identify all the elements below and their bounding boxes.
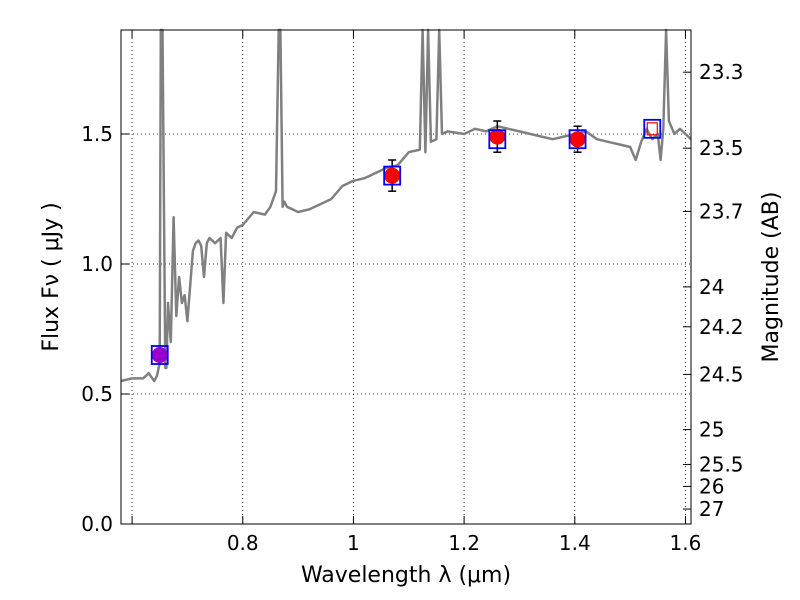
y-tick-label: 1.0	[81, 252, 113, 276]
observed-flux-point	[151, 347, 168, 363]
mag-tick-label: 24.2	[699, 315, 744, 339]
x-axis-label: Wavelength λ (μm)	[301, 563, 511, 588]
x-tick-label: 1.6	[670, 531, 702, 555]
model-spectrum-line	[120, 28, 692, 383]
model-photometry-square	[643, 118, 662, 139]
x-tick-label: 1.2	[448, 531, 480, 555]
observed-flux-point	[569, 131, 586, 148]
x-tick-label: 1	[347, 531, 360, 555]
mag-tick-label: 25	[699, 418, 724, 442]
plot-frame	[120, 29, 692, 525]
model-photometry-square	[383, 165, 402, 186]
mag-tick-label: 23.5	[699, 136, 744, 160]
y-tick-label: 0.0	[81, 512, 113, 536]
mag-tick-label: 26	[699, 474, 724, 498]
grid-lines	[121, 30, 691, 525]
mag-tick-label: 23.7	[699, 199, 744, 223]
mag-tick-label: 24	[699, 275, 724, 299]
model-photometry-square	[150, 345, 169, 365]
y-axis-ticks: 0.0 0.5 1.0 1.5	[81, 122, 129, 536]
mag-tick-label: 23.3	[699, 60, 744, 84]
y-tick-label: 1.5	[81, 122, 113, 146]
observed-flux-point	[384, 167, 401, 184]
observed-flux-point	[489, 128, 506, 145]
mag-tick-label: 25.5	[699, 452, 744, 476]
mag-tick-label: 24.5	[699, 362, 744, 386]
model-spectrum-layer	[120, 28, 692, 383]
x-axis-ticks: 0.8 1 1.2 1.4 1.6	[131, 30, 702, 555]
x-tick-label: 0.8	[227, 531, 259, 555]
y-axis-label: Flux Fν ( μJy )	[39, 202, 64, 351]
photometry-layer	[150, 118, 662, 365]
mag-tick-label: 27	[699, 497, 724, 521]
upper-limit-box	[646, 122, 658, 136]
model-photometry-square	[488, 129, 507, 150]
y-tick-label: 0.5	[81, 382, 113, 406]
model-photometry-square	[568, 129, 587, 150]
x-tick-label: 1.4	[559, 531, 591, 555]
right-axis-label: Magnitude (AB)	[759, 192, 784, 363]
